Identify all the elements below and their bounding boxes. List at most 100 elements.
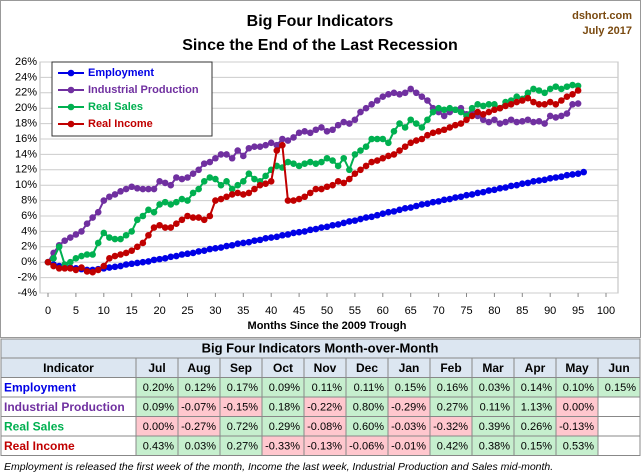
data-point — [78, 252, 85, 260]
data-point — [340, 219, 348, 227]
data-point — [563, 83, 571, 90]
data-point — [295, 228, 303, 236]
x-tick-label: 60 — [377, 305, 389, 317]
data-point — [306, 189, 314, 197]
data-point — [412, 202, 420, 210]
x-tick-label: 100 — [597, 305, 615, 317]
data-point — [122, 249, 130, 257]
data-point — [50, 262, 57, 270]
y-tick-label: 24% — [15, 71, 37, 83]
x-axis-label: Months Since the 2009 Trough — [248, 320, 407, 332]
data-point — [502, 102, 509, 110]
data-point — [390, 128, 398, 135]
data-point — [150, 256, 158, 264]
column-header: May — [565, 361, 589, 375]
data-point — [228, 185, 236, 193]
data-point — [485, 101, 493, 108]
data-point — [106, 234, 113, 241]
data-point — [150, 224, 158, 231]
data-point — [256, 143, 264, 150]
data-point — [72, 255, 80, 262]
chart-title: Big Four Indicators — [247, 13, 394, 30]
column-header: Apr — [525, 361, 546, 375]
data-point — [396, 147, 403, 154]
data-point — [156, 221, 163, 229]
data-point — [502, 118, 509, 126]
data-point — [89, 268, 96, 276]
x-tick-label: 65 — [405, 305, 417, 317]
data-point — [569, 171, 576, 178]
data-point — [446, 124, 454, 131]
data-point — [195, 214, 202, 221]
table-cell — [597, 416, 641, 437]
data-point — [323, 154, 331, 162]
data-point — [396, 206, 403, 214]
cell-value: 0.17% — [227, 382, 258, 394]
data-point — [161, 179, 169, 187]
data-point — [167, 253, 175, 261]
data-point — [284, 137, 292, 144]
credit: July 2017 — [582, 25, 632, 37]
x-tick-label: 75 — [460, 305, 472, 317]
data-point — [379, 93, 387, 100]
data-point — [485, 118, 493, 126]
y-tick-label: 12% — [15, 164, 37, 176]
data-point — [251, 237, 258, 244]
data-point — [234, 147, 242, 154]
data-point — [407, 85, 415, 93]
data-point — [67, 258, 74, 266]
cell-value: -0.27% — [181, 421, 216, 433]
data-point — [530, 98, 537, 106]
data-point — [552, 83, 560, 90]
column-header: Nov — [314, 361, 337, 375]
data-point — [234, 181, 242, 189]
data-point — [306, 226, 314, 234]
data-point — [368, 101, 375, 108]
data-point — [284, 158, 292, 166]
data-point — [217, 151, 225, 158]
data-point — [161, 255, 169, 262]
x-tick-label: 0 — [45, 305, 51, 317]
data-point — [111, 191, 119, 198]
data-point — [167, 181, 175, 189]
data-point — [519, 117, 526, 125]
data-point — [340, 154, 348, 162]
data-point — [245, 189, 253, 197]
credit: dshort.com — [572, 10, 632, 22]
data-point — [195, 166, 202, 174]
data-point — [463, 191, 470, 199]
data-point — [279, 141, 286, 149]
cell-value: 0.15% — [605, 382, 636, 394]
data-point — [424, 131, 431, 139]
cell-value: 0.11% — [480, 402, 511, 414]
y-tick-label: 20% — [15, 102, 37, 114]
data-point — [145, 185, 152, 193]
data-point — [117, 235, 124, 243]
data-point — [245, 170, 253, 177]
cell-value: 0.60% — [353, 421, 384, 433]
data-point — [323, 128, 331, 135]
data-point — [530, 118, 537, 126]
data-point — [173, 198, 180, 206]
data-point — [133, 259, 141, 267]
data-point — [569, 81, 576, 89]
data-point — [491, 116, 498, 124]
cell-value: 0.10% — [563, 382, 594, 394]
data-point — [173, 252, 180, 260]
data-point — [552, 101, 560, 108]
data-point — [267, 139, 275, 147]
data-point — [424, 97, 431, 104]
cell-value: -0.06% — [349, 441, 384, 453]
data-point — [78, 228, 85, 235]
data-point — [507, 116, 515, 124]
cell-value: 0.38% — [479, 441, 510, 453]
row-label: Real Income — [4, 439, 75, 453]
data-point — [552, 114, 560, 121]
data-point — [357, 147, 364, 154]
data-point — [524, 179, 532, 187]
data-point — [396, 91, 403, 98]
cell-value: 0.18% — [269, 402, 300, 414]
data-point — [329, 126, 336, 134]
data-point — [139, 258, 147, 266]
